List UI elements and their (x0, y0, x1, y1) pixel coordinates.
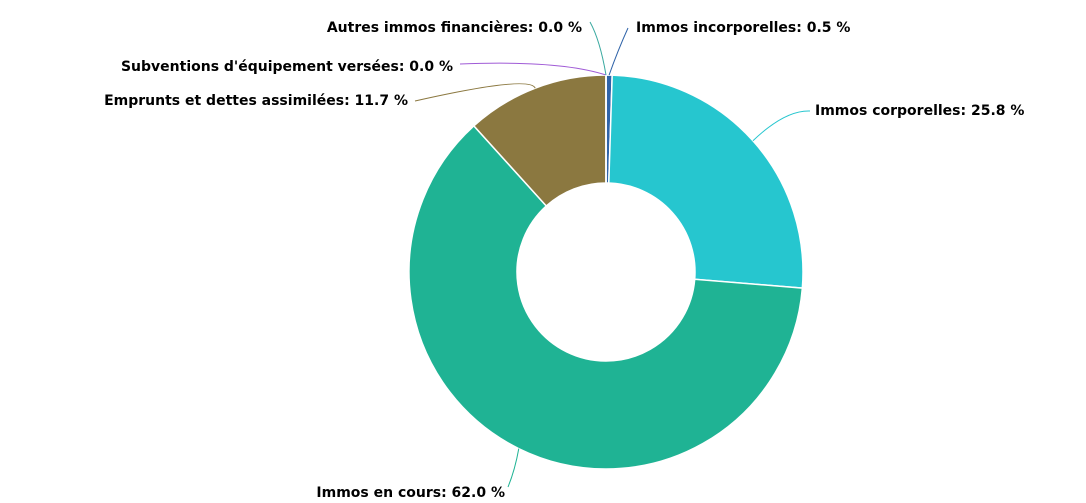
data-label: Immos incorporelles: 0.5 % (636, 20, 850, 36)
label-connector (589, 21, 607, 76)
label-connector (752, 110, 811, 142)
label-connector (608, 27, 629, 76)
data-label: Autres immos financières: 0.0 % (327, 20, 582, 36)
data-label: Immos en cours: 62.0 % (316, 485, 505, 501)
donut-slice (408, 124, 804, 470)
data-label: Subventions d'équipement versées: 0.0 % (121, 59, 453, 75)
label-connector (414, 83, 536, 102)
data-label: Immos corporelles: 25.8 % (815, 103, 1024, 119)
label-connector (459, 62, 607, 76)
donut-slice (608, 74, 804, 289)
label-connector (507, 448, 520, 488)
data-label: Emprunts et dettes assimilées: 11.7 % (104, 93, 408, 109)
